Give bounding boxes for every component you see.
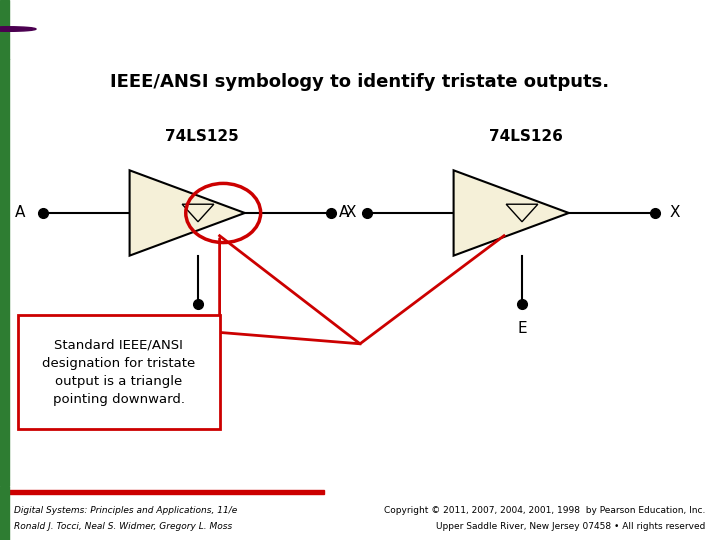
Bar <box>0 59 9 486</box>
Polygon shape <box>130 170 245 255</box>
Text: IEEE/ANSI symbology to identify tristate outputs.: IEEE/ANSI symbology to identify tristate… <box>110 73 610 91</box>
Text: 74LS126: 74LS126 <box>489 129 562 144</box>
Text: Copyright © 2011, 2007, 2004, 2001, 1998  by Pearson Education, Inc.: Copyright © 2011, 2007, 2004, 2001, 1998… <box>384 506 706 515</box>
Polygon shape <box>454 170 569 255</box>
Bar <box>0 486 9 540</box>
Text: 8-12 Tristate (Three-State) Logic Outputs: 8-12 Tristate (Three-State) Logic Output… <box>29 21 484 40</box>
Circle shape <box>0 27 36 31</box>
Text: X: X <box>346 206 356 220</box>
Text: E: E <box>517 321 527 336</box>
Text: 74LS125: 74LS125 <box>165 129 238 144</box>
Text: Digital Systems: Principles and Applications, 11/e: Digital Systems: Principles and Applicat… <box>14 506 238 515</box>
Text: X: X <box>670 206 680 220</box>
Text: Upper Saddle River, New Jersey 07458 • All rights reserved: Upper Saddle River, New Jersey 07458 • A… <box>436 522 706 531</box>
Text: A: A <box>15 206 25 220</box>
Bar <box>0 0 9 60</box>
Bar <box>0 490 324 494</box>
Text: Ronald J. Tocci, Neal S. Widmer, Gregory L. Moss: Ronald J. Tocci, Neal S. Widmer, Gregory… <box>14 522 233 531</box>
Text: E: E <box>193 321 203 336</box>
Text: A: A <box>339 206 349 220</box>
Text: Standard IEEE/ANSI
designation for tristate
output is a triangle
pointing downwa: Standard IEEE/ANSI designation for trist… <box>42 339 195 406</box>
FancyBboxPatch shape <box>18 315 220 429</box>
